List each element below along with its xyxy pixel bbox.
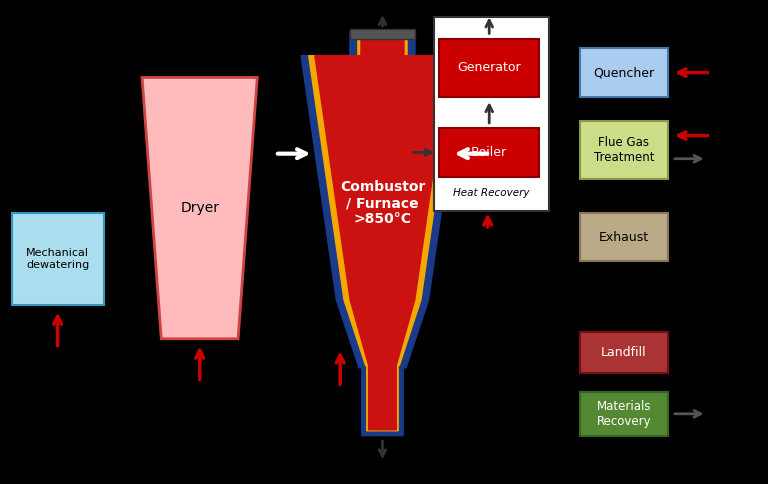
Text: Quencher: Quencher (594, 66, 654, 79)
Bar (439, 128, 539, 177)
Text: Materials
Recovery: Materials Recovery (597, 400, 651, 428)
Text: Exhaust: Exhaust (599, 231, 649, 243)
Bar (580, 48, 668, 97)
Bar (580, 392, 668, 436)
Bar (12, 213, 104, 305)
Text: Landfill: Landfill (601, 346, 647, 359)
Bar (580, 332, 668, 373)
Text: Flue Gas
Treatment: Flue Gas Treatment (594, 136, 654, 164)
Polygon shape (309, 33, 456, 431)
Polygon shape (301, 31, 464, 436)
Bar (439, 39, 539, 97)
Polygon shape (315, 33, 450, 430)
Text: Boiler: Boiler (471, 146, 508, 159)
Text: Generator: Generator (458, 61, 521, 74)
Bar (350, 29, 415, 39)
Text: Heat Recovery: Heat Recovery (453, 188, 530, 198)
Text: Combustor
/ Furnace
>850°C: Combustor / Furnace >850°C (339, 180, 425, 227)
Polygon shape (142, 77, 257, 339)
Bar (580, 121, 668, 179)
Bar (580, 213, 668, 261)
Bar (434, 17, 549, 211)
Text: Dryer: Dryer (180, 201, 219, 215)
Text: Mechanical
dewatering: Mechanical dewatering (26, 248, 89, 270)
